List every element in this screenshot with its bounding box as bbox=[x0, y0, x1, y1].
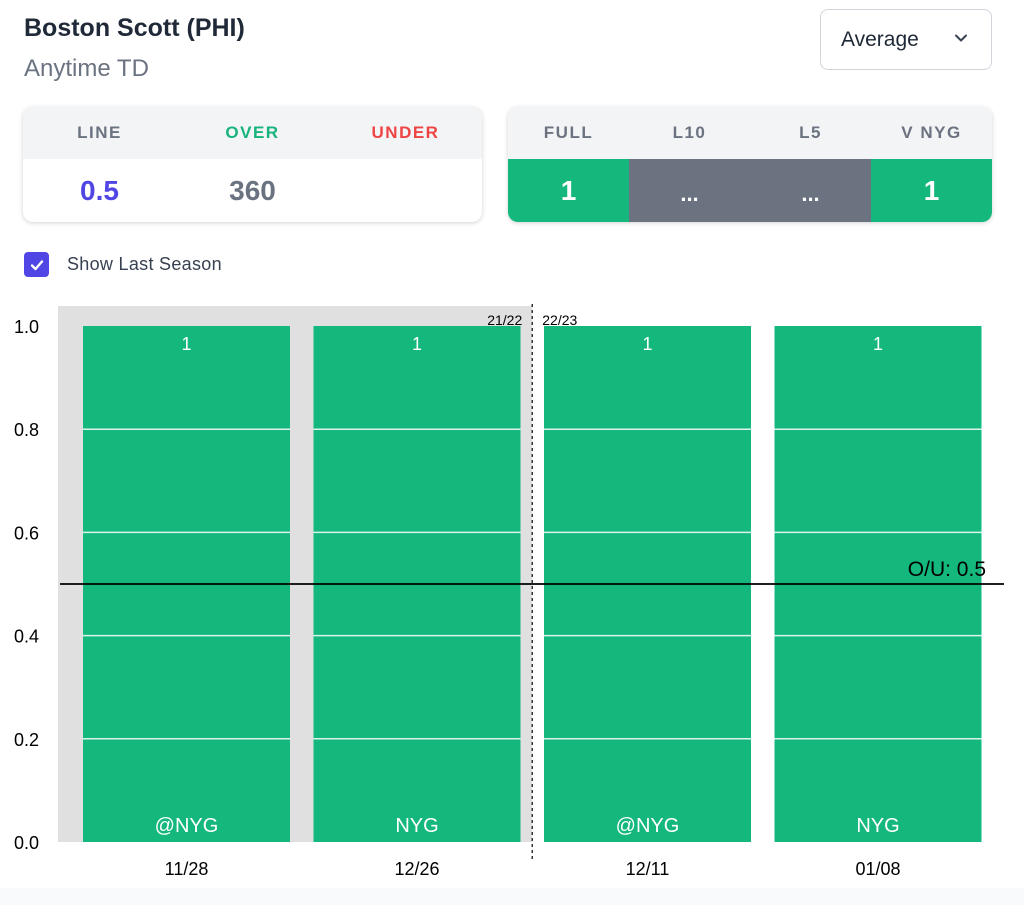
splits-card: FULL L10 L5 V NYG 1 ... ... 1 bbox=[508, 107, 992, 222]
bar-opponent-label: @NYG bbox=[616, 815, 680, 837]
show-last-season-checkbox[interactable] bbox=[24, 252, 49, 277]
bar-value-label: 1 bbox=[412, 334, 422, 354]
bar-opponent-label: NYG bbox=[856, 815, 899, 837]
line-value: 0.5 bbox=[80, 174, 119, 206]
split-tab-full[interactable]: FULL bbox=[543, 123, 594, 142]
stat-dropdown[interactable]: Average bbox=[820, 9, 992, 70]
split-tab-l10[interactable]: L10 bbox=[672, 123, 707, 142]
bar-value-label: 1 bbox=[642, 334, 652, 354]
y-tick-label: 0.2 bbox=[14, 730, 39, 750]
dropdown-value: Average bbox=[841, 27, 919, 51]
split-value-vs-opponent: 1 bbox=[871, 159, 992, 222]
split-value-l5: ... bbox=[750, 159, 871, 222]
x-tick-label: 11/28 bbox=[165, 859, 209, 879]
over-under-label: O/U: 0.5 bbox=[908, 558, 986, 581]
y-tick-label: 1.0 bbox=[14, 317, 39, 337]
splits-card-body: 1 ... ... 1 bbox=[508, 159, 992, 222]
under-header: UNDER bbox=[371, 123, 440, 142]
x-tick-label: 01/08 bbox=[855, 859, 900, 879]
split-value-full: 1 bbox=[508, 159, 629, 222]
line-card: LINE OVER UNDER 0.5 360 bbox=[23, 107, 482, 222]
page-footer-strip bbox=[0, 888, 1024, 905]
show-last-season-label: Show Last Season bbox=[67, 254, 222, 274]
player-title: Boston Scott (PHI) bbox=[24, 14, 245, 42]
chevron-down-icon bbox=[955, 34, 967, 42]
season-label-previous: 21/22 bbox=[487, 312, 522, 328]
over-header: OVER bbox=[225, 123, 280, 142]
y-tick-label: 0.0 bbox=[14, 833, 39, 853]
checkmark-icon bbox=[30, 259, 43, 270]
season-label-current: 22/23 bbox=[542, 312, 577, 328]
market-subtitle: Anytime TD bbox=[24, 55, 149, 82]
x-tick-label: 12/26 bbox=[394, 859, 439, 879]
under-value bbox=[329, 159, 482, 222]
split-tab-l5[interactable]: L5 bbox=[799, 123, 822, 142]
bar-opponent-label: @NYG bbox=[155, 815, 219, 837]
x-tick-label: 12/11 bbox=[626, 859, 670, 879]
y-tick-label: 0.4 bbox=[14, 627, 39, 647]
splits-card-header: FULL L10 L5 V NYG bbox=[508, 107, 992, 159]
over-value: 360 bbox=[229, 174, 276, 206]
y-tick-label: 0.6 bbox=[14, 523, 39, 543]
bar-value-label: 1 bbox=[873, 334, 883, 354]
y-tick-label: 0.8 bbox=[14, 420, 39, 440]
split-tab-vs-opponent[interactable]: V NYG bbox=[901, 123, 962, 142]
split-value-l10: ... bbox=[629, 159, 750, 222]
line-card-header: LINE OVER UNDER bbox=[23, 107, 482, 159]
bar-value-label: 1 bbox=[181, 334, 191, 354]
bar-opponent-label: NYG bbox=[395, 815, 438, 837]
line-header: LINE bbox=[77, 123, 122, 142]
line-card-body: 0.5 360 bbox=[23, 159, 482, 222]
game-log-chart: 0.0 0.2 0.4 0.6 0.8 1.0 1 @NYG 11/28 1 NYG 12/26 1 @N… bbox=[14, 304, 1004, 879]
